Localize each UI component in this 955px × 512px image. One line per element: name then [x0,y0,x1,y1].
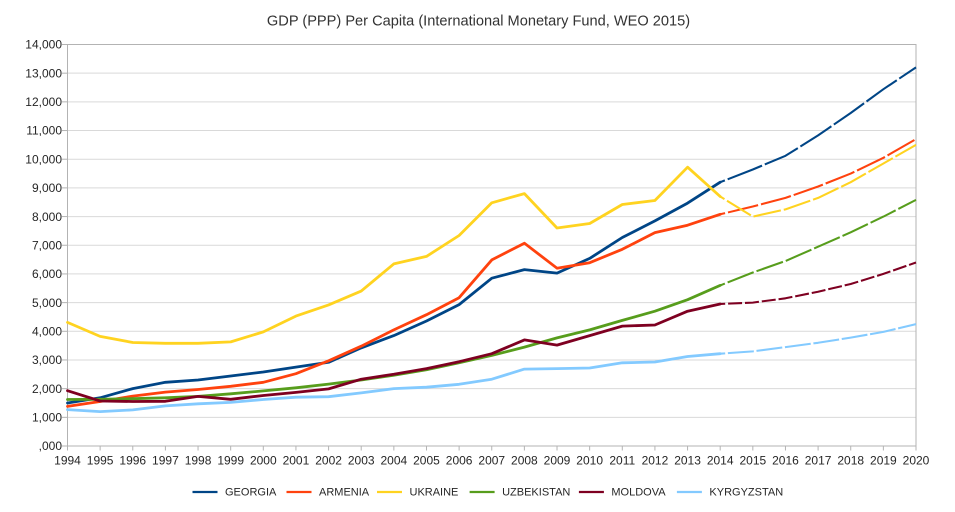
svg-text:2007: 2007 [478,454,505,468]
svg-text:2019: 2019 [870,454,897,468]
svg-text:1997: 1997 [152,454,179,468]
svg-text:,000: ,000 [39,439,63,453]
svg-text:2020: 2020 [903,454,930,468]
svg-text:2003: 2003 [348,454,375,468]
svg-text:7,000: 7,000 [32,238,62,252]
svg-text:2010: 2010 [576,454,603,468]
svg-text:ARMENIA: ARMENIA [319,487,370,499]
svg-text:2000: 2000 [250,454,277,468]
svg-text:2014: 2014 [707,454,734,468]
svg-text:2009: 2009 [544,454,571,468]
svg-text:1996: 1996 [119,454,146,468]
svg-text:6,000: 6,000 [32,267,62,281]
svg-text:1998: 1998 [185,454,212,468]
svg-text:2006: 2006 [446,454,473,468]
svg-text:2016: 2016 [772,454,799,468]
svg-text:2008: 2008 [511,454,538,468]
svg-text:13,000: 13,000 [25,66,62,80]
svg-text:2004: 2004 [380,454,407,468]
svg-text:3,000: 3,000 [32,353,62,367]
svg-text:2,000: 2,000 [32,382,62,396]
svg-text:12,000: 12,000 [25,95,62,109]
svg-text:11,000: 11,000 [26,124,62,138]
svg-text:2017: 2017 [805,454,832,468]
svg-text:2005: 2005 [413,454,440,468]
svg-text:MOLDOVA: MOLDOVA [611,487,666,499]
svg-text:2001: 2001 [283,454,310,468]
svg-text:4,000: 4,000 [32,324,62,338]
svg-text:1994: 1994 [54,454,81,468]
svg-text:10,000: 10,000 [25,152,62,166]
svg-text:2011: 2011 [609,454,635,468]
svg-text:UKRAINE: UKRAINE [410,487,459,499]
svg-text:1995: 1995 [87,454,114,468]
svg-text:2018: 2018 [837,454,864,468]
svg-text:GEORGIA: GEORGIA [225,487,277,499]
svg-text:UZBEKISTAN: UZBEKISTAN [502,487,570,499]
svg-text:2002: 2002 [315,454,342,468]
svg-text:2015: 2015 [739,454,766,468]
svg-text:2012: 2012 [642,454,669,468]
svg-text:5,000: 5,000 [32,296,62,310]
svg-text:9,000: 9,000 [32,181,62,195]
svg-text:1999: 1999 [217,454,244,468]
svg-text:8,000: 8,000 [32,210,62,224]
svg-text:GDP (PPP) Per Capita (Internat: GDP (PPP) Per Capita (International Mone… [267,14,690,30]
svg-text:2013: 2013 [674,454,701,468]
svg-text:14,000: 14,000 [25,38,62,52]
svg-text:1,000: 1,000 [32,411,62,425]
svg-text:KYRGYZSTAN: KYRGYZSTAN [709,487,783,499]
